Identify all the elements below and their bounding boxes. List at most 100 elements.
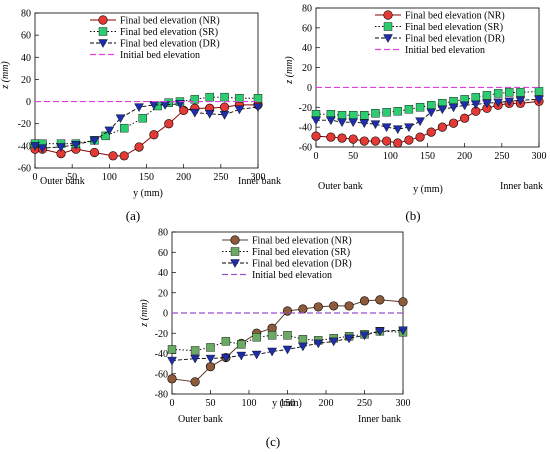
y-tick-label: 80 [158, 228, 168, 239]
data-point [375, 295, 385, 305]
data-point [370, 120, 381, 130]
data-point [189, 108, 200, 118]
data-point [298, 304, 308, 314]
legend-entry: Initial bed elevation [405, 45, 485, 56]
x-tick-label: 150 [280, 398, 295, 409]
data-point [237, 340, 246, 349]
data-point [134, 103, 144, 113]
data-point [251, 350, 262, 360]
data-point [415, 117, 425, 127]
data-point [282, 345, 293, 355]
data-point [437, 122, 447, 132]
chart-a: -60 -40 -20 0 20 40 60 80 0 50 100 150 200 250 300 y (m… [0, 9, 281, 224]
data-point [375, 327, 385, 337]
legend-marker [230, 259, 240, 268]
data-point [359, 119, 370, 129]
series-a-2 [30, 100, 263, 153]
x-tick-label: 100 [383, 151, 398, 162]
data-point [167, 356, 177, 366]
x-axis-label: y (mm) [413, 184, 443, 195]
data-point [164, 119, 174, 129]
chart-b: -60 -40 -20 0 20 40 60 80 0 50 100 150 200 250 300 y (m… [284, 4, 547, 224]
data-point [393, 107, 402, 116]
inner-bank-label: Inner bank [358, 414, 401, 425]
data-point [89, 136, 100, 146]
data-point [282, 306, 293, 316]
inner-bank-label: Inner bank [500, 181, 543, 192]
data-point [370, 136, 381, 146]
y-tick-label: 60 [21, 31, 31, 42]
data-point [104, 126, 115, 136]
legend-marker [383, 22, 393, 31]
data-point [381, 123, 392, 133]
data-point [311, 131, 321, 141]
data-point [167, 345, 177, 354]
data-point [534, 87, 544, 96]
data-point [190, 354, 200, 364]
data-point [493, 89, 503, 98]
data-point [37, 144, 48, 153]
x-tick-label: 0 [170, 398, 175, 409]
data-point [344, 334, 354, 344]
data-point [234, 105, 245, 115]
x-tick-label: 250 [494, 151, 509, 162]
data-point [221, 337, 231, 346]
data-point [337, 118, 347, 128]
data-point [134, 142, 144, 152]
y-tick-label: 20 [158, 288, 168, 299]
data-point [482, 91, 492, 100]
x-tick-label: 50 [348, 151, 358, 162]
data-point [505, 88, 514, 97]
data-point [337, 133, 347, 143]
data-point [56, 143, 66, 152]
data-point [504, 97, 515, 107]
legend-marker [98, 15, 108, 25]
y-tick-label: -40 [18, 141, 31, 152]
y-tick-label: -60 [299, 143, 312, 154]
legend-entry: Final bed elevation (SR) [252, 247, 350, 258]
data-point [119, 151, 129, 161]
data-point [221, 353, 231, 363]
y-tick-label: 40 [302, 43, 312, 54]
data-point [360, 111, 369, 120]
series-line [34, 103, 259, 149]
data-point [426, 108, 437, 118]
data-point [190, 346, 200, 355]
data-point [404, 135, 414, 145]
data-point [30, 142, 40, 151]
data-point [119, 123, 129, 133]
y-tick-label: 60 [302, 23, 312, 34]
y-axis-label: z (mm) [139, 299, 150, 328]
data-point [313, 302, 323, 312]
y-tick-label: -60 [155, 369, 168, 380]
legend-marker [230, 247, 240, 256]
legend-entry: Final bed elevation (DR) [120, 39, 220, 50]
data-point [190, 95, 200, 104]
x-tick-label: 300 [396, 398, 411, 409]
data-point [328, 337, 339, 347]
data-point [236, 351, 247, 361]
legend: Final bed elevation (NR)Final bed elevat… [90, 15, 220, 61]
data-point [115, 114, 126, 124]
y-axis-label: z (mm) [0, 61, 11, 90]
x-tick-label: 100 [102, 172, 117, 183]
data-point [138, 113, 147, 123]
data-point [219, 111, 230, 120]
x-tick-label: 50 [206, 398, 216, 409]
data-point [393, 138, 403, 148]
x-tick-label: 300 [251, 172, 266, 183]
x-tick-label: 150 [420, 151, 435, 162]
data-point [359, 136, 369, 146]
panel-caption: (a) [126, 208, 140, 223]
legend-marker [383, 10, 393, 20]
outer-bank-label: Outer bank [178, 414, 223, 425]
x-tick-label: 200 [176, 172, 191, 183]
y-tick-label: 40 [21, 53, 31, 64]
data-point [437, 105, 448, 115]
data-point [267, 347, 277, 357]
data-point [392, 125, 403, 135]
data-point [460, 113, 470, 123]
panel-caption: (c) [266, 434, 280, 449]
y-tick-label: -40 [299, 123, 312, 134]
